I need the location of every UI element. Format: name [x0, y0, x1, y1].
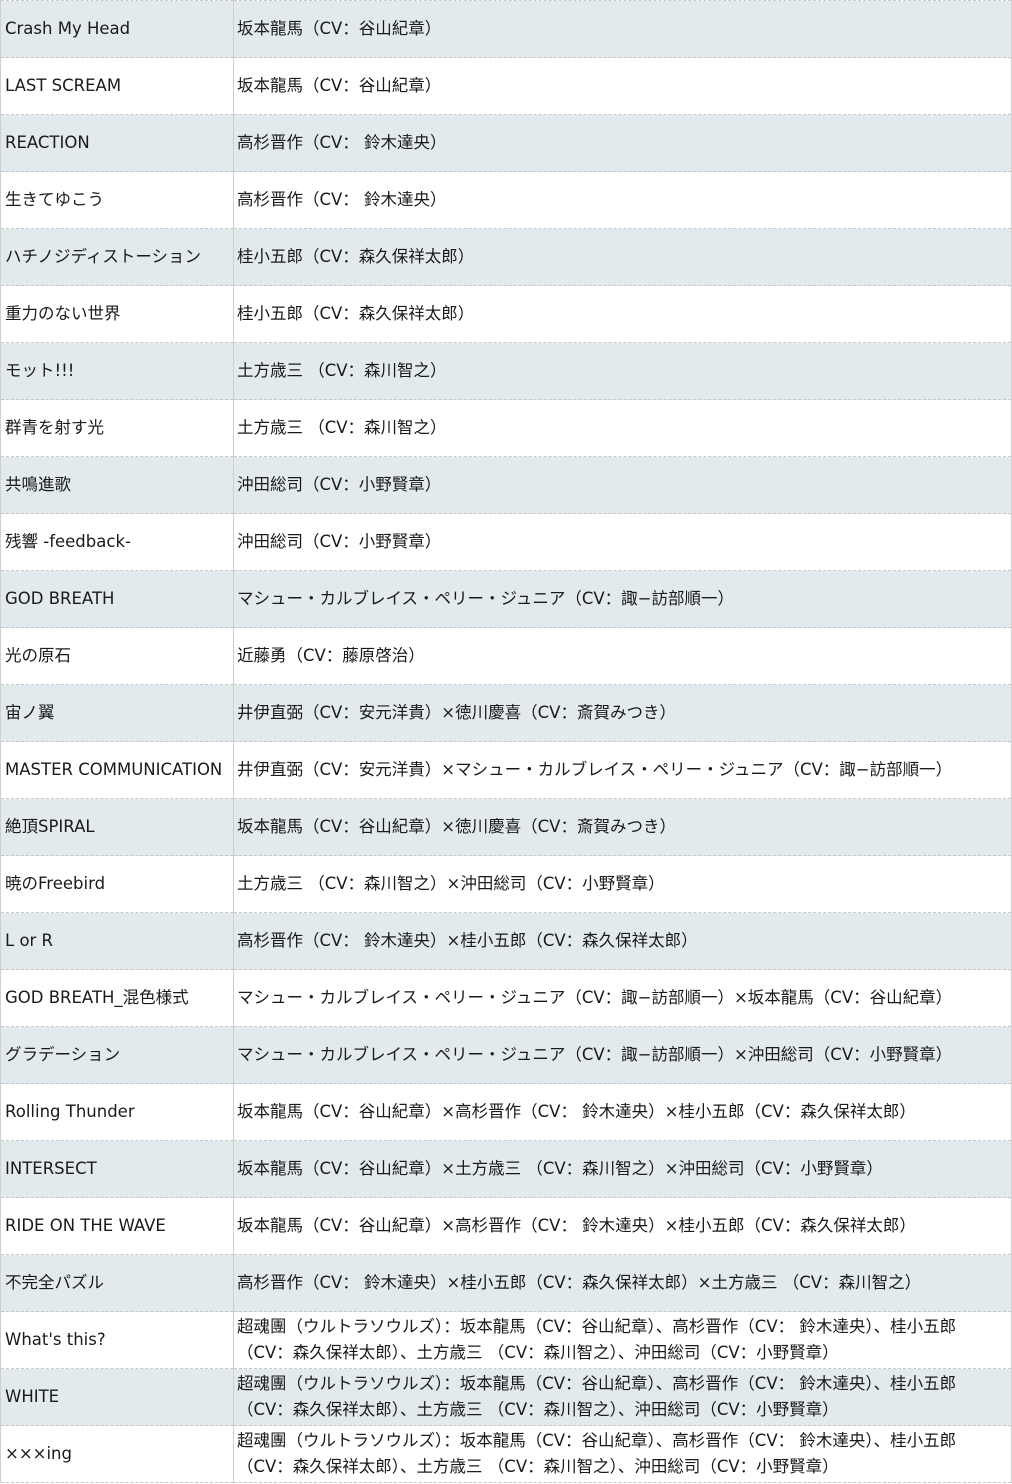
song-title-cell: REACTION	[0, 114, 234, 172]
song-title-cell: ×××ing	[0, 1425, 234, 1483]
table-row: MASTER COMMUNICATION 井伊直弼（CV：安元洋貴）×マシュー・カ…	[0, 741, 1012, 799]
table-row: 宙ノ翼 井伊直弼（CV：安元洋貴）×徳川慶喜（CV：斎賀みつき）	[0, 684, 1012, 742]
song-title-cell: 生きてゆこう	[0, 171, 234, 229]
singer-cell: 高杉晋作（CV： 鈴木達央）	[233, 171, 1012, 229]
singer-cell: 土方歳三 （CV：森川智之）	[233, 399, 1012, 457]
table-row: What's this? 超魂團（ウルトラソウルズ）：坂本龍馬（CV：谷山紀章）、…	[0, 1311, 1012, 1369]
song-title-cell: Rolling Thunder	[0, 1083, 234, 1141]
singer-cell: 超魂團（ウルトラソウルズ）：坂本龍馬（CV：谷山紀章）、高杉晋作（CV： 鈴木達…	[233, 1425, 1012, 1483]
song-title-cell: 不完全パズル	[0, 1254, 234, 1312]
singer-cell: マシュー・カルブレイス・ペリー・ジュニア（CV：諏−訪部順一）	[233, 570, 1012, 628]
table-row: 絶頂SPIRAL 坂本龍馬（CV：谷山紀章）×徳川慶喜（CV：斎賀みつき）	[0, 798, 1012, 856]
singer-cell: 高杉晋作（CV： 鈴木達央）×桂小五郎（CV：森久保祥太郎）	[233, 912, 1012, 970]
singer-cell: 近藤勇（CV：藤原啓治）	[233, 627, 1012, 685]
table-row: 重力のない世界 桂小五郎（CV：森久保祥太郎）	[0, 285, 1012, 343]
song-title-cell: 宙ノ翼	[0, 684, 234, 742]
singer-cell: 坂本龍馬（CV：谷山紀章）	[233, 57, 1012, 115]
song-title-cell: 重力のない世界	[0, 285, 234, 343]
table-row: 暁のFreebird 土方歳三 （CV：森川智之）×沖田総司（CV：小野賢章）	[0, 855, 1012, 913]
song-title-cell: モット!!!	[0, 342, 234, 400]
song-title-cell: グラデーション	[0, 1026, 234, 1084]
singer-cell: 超魂團（ウルトラソウルズ）：坂本龍馬（CV：谷山紀章）、高杉晋作（CV： 鈴木達…	[233, 1368, 1012, 1426]
table-row: INTERSECT 坂本龍馬（CV：谷山紀章）×土方歳三 （CV：森川智之）×沖田…	[0, 1140, 1012, 1198]
table-row: REACTION 高杉晋作（CV： 鈴木達央）	[0, 114, 1012, 172]
table-row: 光の原石 近藤勇（CV：藤原啓治）	[0, 627, 1012, 685]
song-title-cell: Crash My Head	[0, 0, 234, 58]
song-title-cell: GOD BREATH	[0, 570, 234, 628]
singer-cell: 坂本龍馬（CV：谷山紀章）	[233, 0, 1012, 58]
song-title-cell: What's this?	[0, 1311, 234, 1369]
singer-cell: 坂本龍馬（CV：谷山紀章）×高杉晋作（CV： 鈴木達央）×桂小五郎（CV：森久保…	[233, 1197, 1012, 1255]
song-title-cell: 共鳴進歌	[0, 456, 234, 514]
singer-cell: マシュー・カルブレイス・ペリー・ジュニア（CV：諏−訪部順一）×沖田総司（CV：…	[233, 1026, 1012, 1084]
table-row: 共鳴進歌 沖田総司（CV：小野賢章）	[0, 456, 1012, 514]
singer-cell: 井伊直弼（CV：安元洋貴）×マシュー・カルブレイス・ペリー・ジュニア（CV：諏−…	[233, 741, 1012, 799]
song-title-cell: 残響 -feedback-	[0, 513, 234, 571]
table-row: 残響 -feedback- 沖田総司（CV：小野賢章）	[0, 513, 1012, 571]
singer-cell: 坂本龍馬（CV：谷山紀章）×徳川慶喜（CV：斎賀みつき）	[233, 798, 1012, 856]
table-row: 生きてゆこう 高杉晋作（CV： 鈴木達央）	[0, 171, 1012, 229]
song-title-cell: GOD BREATH_混色様式	[0, 969, 234, 1027]
song-title-cell: 絶頂SPIRAL	[0, 798, 234, 856]
song-title-cell: ハチノジディストーション	[0, 228, 234, 286]
table-row: GOD BREATH マシュー・カルブレイス・ペリー・ジュニア（CV：諏−訪部順一…	[0, 570, 1012, 628]
table-row: LAST SCREAM 坂本龍馬（CV：谷山紀章）	[0, 57, 1012, 115]
table-row: ハチノジディストーション 桂小五郎（CV：森久保祥太郎）	[0, 228, 1012, 286]
singer-cell: 坂本龍馬（CV：谷山紀章）×高杉晋作（CV： 鈴木達央）×桂小五郎（CV：森久保…	[233, 1083, 1012, 1141]
table-row: 群青を射す光 土方歳三 （CV：森川智之）	[0, 399, 1012, 457]
song-title-cell: RIDE ON THE WAVE	[0, 1197, 234, 1255]
song-title-cell: 光の原石	[0, 627, 234, 685]
table-row: 不完全パズル 高杉晋作（CV： 鈴木達央）×桂小五郎（CV：森久保祥太郎）×土方歳…	[0, 1254, 1012, 1312]
table-row: モット!!! 土方歳三 （CV：森川智之）	[0, 342, 1012, 400]
singer-cell: 井伊直弼（CV：安元洋貴）×徳川慶喜（CV：斎賀みつき）	[233, 684, 1012, 742]
table-row: L or R 高杉晋作（CV： 鈴木達央）×桂小五郎（CV：森久保祥太郎）	[0, 912, 1012, 970]
table-row: WHITE 超魂團（ウルトラソウルズ）：坂本龍馬（CV：谷山紀章）、高杉晋作（CV…	[0, 1368, 1012, 1426]
song-title-cell: L or R	[0, 912, 234, 970]
singer-cell: 土方歳三 （CV：森川智之）	[233, 342, 1012, 400]
song-title-cell: MASTER COMMUNICATION	[0, 741, 234, 799]
singer-cell: マシュー・カルブレイス・ペリー・ジュニア（CV：諏−訪部順一）×坂本龍馬（CV：…	[233, 969, 1012, 1027]
singer-cell: 高杉晋作（CV： 鈴木達央）	[233, 114, 1012, 172]
singer-cell: 高杉晋作（CV： 鈴木達央）×桂小五郎（CV：森久保祥太郎）×土方歳三 （CV：…	[233, 1254, 1012, 1312]
singer-cell: 桂小五郎（CV：森久保祥太郎）	[233, 285, 1012, 343]
singer-cell: 沖田総司（CV：小野賢章）	[233, 456, 1012, 514]
table-row: Crash My Head 坂本龍馬（CV：谷山紀章）	[0, 0, 1012, 58]
song-title-cell: LAST SCREAM	[0, 57, 234, 115]
table-row: グラデーション マシュー・カルブレイス・ペリー・ジュニア（CV：諏−訪部順一）×沖…	[0, 1026, 1012, 1084]
singer-cell: 坂本龍馬（CV：谷山紀章）×土方歳三 （CV：森川智之）×沖田総司（CV：小野賢…	[233, 1140, 1012, 1198]
song-title-cell: 暁のFreebird	[0, 855, 234, 913]
singer-cell: 土方歳三 （CV：森川智之）×沖田総司（CV：小野賢章）	[233, 855, 1012, 913]
song-title-cell: 群青を射す光	[0, 399, 234, 457]
song-title-cell: WHITE	[0, 1368, 234, 1426]
singer-cell: 超魂團（ウルトラソウルズ）：坂本龍馬（CV：谷山紀章）、高杉晋作（CV： 鈴木達…	[233, 1311, 1012, 1369]
singer-cell: 沖田総司（CV：小野賢章）	[233, 513, 1012, 571]
table-row: Rolling Thunder 坂本龍馬（CV：谷山紀章）×高杉晋作（CV： 鈴木…	[0, 1083, 1012, 1141]
table-row: ×××ing 超魂團（ウルトラソウルズ）：坂本龍馬（CV：谷山紀章）、高杉晋作（C…	[0, 1425, 1012, 1483]
table-row: GOD BREATH_混色様式 マシュー・カルブレイス・ペリー・ジュニア（CV：諏…	[0, 969, 1012, 1027]
song-title-cell: INTERSECT	[0, 1140, 234, 1198]
table-row: RIDE ON THE WAVE 坂本龍馬（CV：谷山紀章）×高杉晋作（CV： 鈴…	[0, 1197, 1012, 1255]
singer-cell: 桂小五郎（CV：森久保祥太郎）	[233, 228, 1012, 286]
